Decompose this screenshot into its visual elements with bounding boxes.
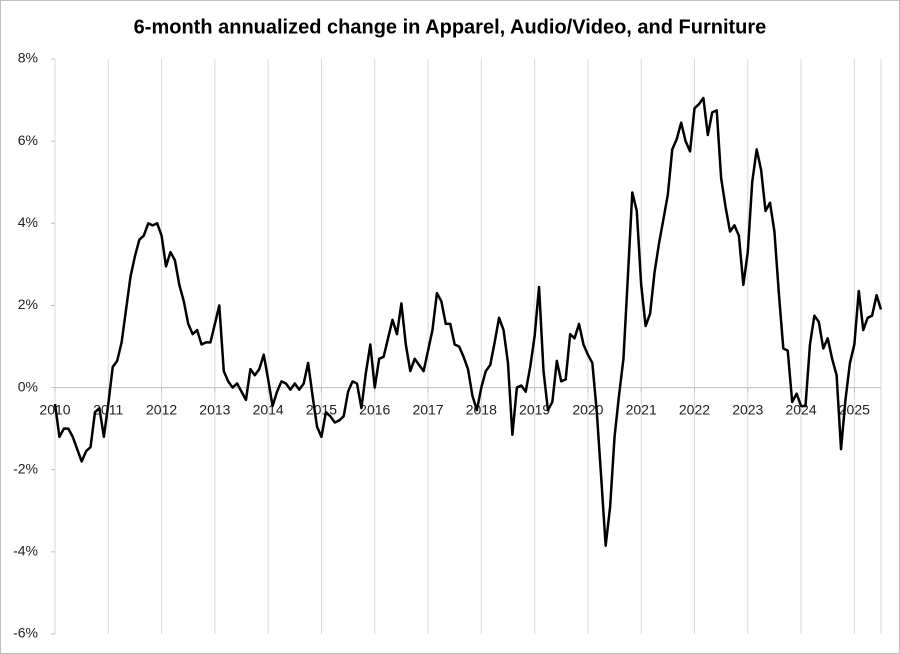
y-tick-label: -4% — [13, 543, 38, 559]
x-tick-label: 2025 — [839, 401, 870, 417]
x-tick-label: 2020 — [572, 401, 603, 417]
x-tick-label: 2018 — [466, 401, 497, 417]
x-tick-label: 2017 — [412, 401, 443, 417]
x-tick-label: 2022 — [679, 401, 710, 417]
chart-title: 6-month annualized change in Apparel, Au… — [134, 16, 767, 38]
x-tick-label: 2024 — [785, 401, 816, 417]
x-tick-label: 2012 — [146, 401, 177, 417]
y-tick-label: 6% — [18, 132, 38, 148]
x-tick-label: 2016 — [359, 401, 390, 417]
y-tick-label: 2% — [18, 296, 38, 312]
y-tick-label: -2% — [13, 460, 38, 476]
y-tick-label: 4% — [18, 214, 38, 230]
y-tick-label: -6% — [13, 625, 38, 641]
x-tick-label: 2023 — [732, 401, 763, 417]
y-tick-label: 8% — [18, 50, 38, 66]
x-tick-label: 2013 — [199, 401, 230, 417]
x-tick-label: 2015 — [306, 401, 337, 417]
x-tick-label: 2021 — [626, 401, 657, 417]
data-line — [53, 96, 883, 547]
y-tick-label: 0% — [18, 378, 38, 394]
x-tick-label: 2019 — [519, 401, 550, 417]
x-tick-label: 2014 — [253, 401, 284, 417]
